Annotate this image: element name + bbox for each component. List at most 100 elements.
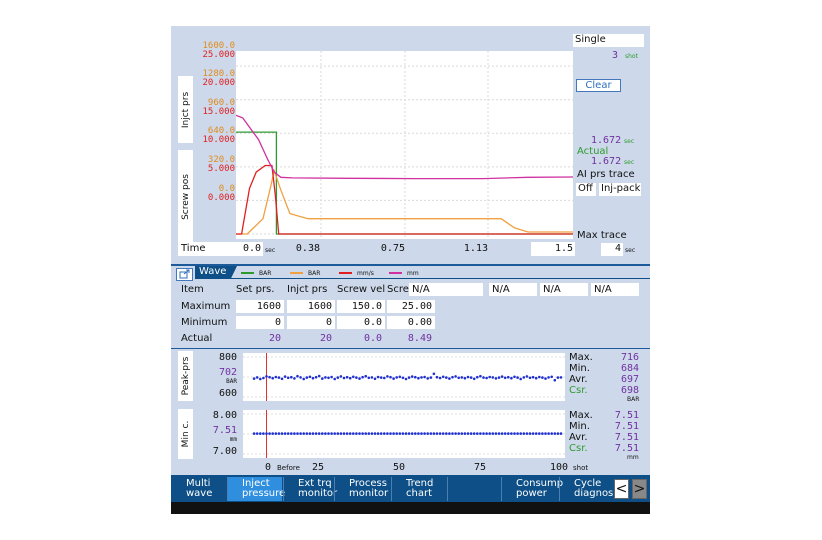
na-field-0[interactable]: N/A xyxy=(409,283,483,296)
peak-point xyxy=(547,376,550,379)
nav-tab-2[interactable]: Ext trq monitor xyxy=(284,477,337,501)
y-tick-orange-3: 640.0 xyxy=(207,126,235,136)
peak-point xyxy=(528,376,532,380)
minc-point xyxy=(395,432,398,435)
col-header-1: Set prs. xyxy=(236,284,275,295)
time2-value: 1.672 xyxy=(591,156,622,167)
nav-tab-6[interactable]: Consump power xyxy=(502,477,563,501)
time-end-box[interactable]: 1.5 xyxy=(531,242,575,256)
na-field-3[interactable]: N/A xyxy=(591,283,639,296)
minc-point xyxy=(491,432,495,435)
peak-point xyxy=(401,376,405,380)
trend-x-tick-1: 25 xyxy=(311,462,324,473)
inj-pack-label: Inj-pack xyxy=(601,183,641,194)
peak-point xyxy=(293,377,296,380)
nav-tab-4[interactable]: Trend chart xyxy=(392,477,446,501)
cell-2-3: 8.49 xyxy=(407,333,432,344)
peak-point xyxy=(466,375,470,379)
minc-stat-value-2: 7.51 xyxy=(614,432,639,443)
peak-point xyxy=(429,376,433,379)
cell-0-3[interactable]: 25.00 xyxy=(387,300,435,313)
peak-stat-label-3: Csr. xyxy=(569,385,588,396)
minc-point xyxy=(305,432,309,435)
inj-pack-button[interactable]: Inj-pack xyxy=(599,183,641,196)
time-tick-2: 1.13 xyxy=(463,243,488,254)
nav-tab-7[interactable]: Cycle diagnos xyxy=(560,477,614,501)
minc-point xyxy=(308,432,312,435)
trend-x-tick-3: 75 xyxy=(473,462,486,473)
nav-separator-2 xyxy=(334,477,335,501)
max-trace-box[interactable]: 4 xyxy=(601,243,623,256)
minc-point xyxy=(255,432,259,435)
minc-stat-value-1: 7.51 xyxy=(614,421,639,432)
nav-prev-button[interactable]: < xyxy=(614,479,629,499)
minc-point xyxy=(333,432,336,435)
nav-tab-1[interactable]: Inject pressure xyxy=(228,477,285,501)
peak-point xyxy=(302,377,305,381)
cell-0-2[interactable]: 150.0 xyxy=(337,300,385,313)
na-field-2[interactable]: N/A xyxy=(540,283,588,296)
peak-point xyxy=(345,375,349,379)
minc-stat-value-3: 7.51 xyxy=(614,443,639,454)
minc-point xyxy=(262,432,265,435)
cell-0-1[interactable]: 1600 xyxy=(287,300,335,313)
nav-tab-5[interactable] xyxy=(448,477,500,501)
peak-point xyxy=(283,375,287,378)
peak-point xyxy=(268,375,271,379)
time-start-box[interactable]: 0.0 xyxy=(207,242,263,256)
peak-point xyxy=(485,376,488,380)
minc-point xyxy=(485,432,488,435)
nav-separator-0 xyxy=(227,477,228,501)
cell-1-3[interactable]: 0.00 xyxy=(387,316,435,329)
nav-tab-7-line2: diagnos xyxy=(574,488,614,499)
ai-trace-off-button[interactable]: Off xyxy=(576,183,596,196)
inject-pressure-screen: Injct prs Screw pos 1600.0 1280.0 960.0 640… xyxy=(171,26,650,514)
minc-point xyxy=(538,432,541,435)
minc-point xyxy=(386,432,389,435)
minc-point xyxy=(432,432,436,435)
cell-1-0[interactable]: 0 xyxy=(236,316,284,329)
mode-box[interactable]: Single xyxy=(573,34,644,47)
peak-point xyxy=(491,376,495,379)
peak-y-mid-unit: BAR xyxy=(226,378,237,385)
time2-unit: sec xyxy=(624,159,635,166)
nav-tab-4-line1: Trend xyxy=(406,478,434,489)
cell-0-0[interactable]: 1600 xyxy=(236,300,284,313)
peak-point xyxy=(336,376,340,379)
minc-point xyxy=(290,432,293,435)
peak-prs-trend-chart[interactable] xyxy=(243,353,565,401)
clear-button[interactable]: Clear xyxy=(576,79,621,92)
peak-axis-label: Peak-prs xyxy=(178,351,193,401)
wave-chart[interactable] xyxy=(236,51,573,239)
peak-stat-value-1: 684 xyxy=(620,363,639,374)
before-label: Before xyxy=(277,464,300,472)
minc-point xyxy=(488,432,491,435)
peak-point xyxy=(317,374,321,378)
minc-point xyxy=(352,432,355,435)
y-tick-red-4: 5.000 xyxy=(207,164,235,174)
peak-point xyxy=(457,376,460,380)
peak-point xyxy=(534,376,538,380)
peak-stat-value-2: 697 xyxy=(620,374,639,385)
actual-label: Actual xyxy=(577,146,609,157)
nav-tab-3[interactable]: Process monitor xyxy=(335,477,390,501)
chevron-right-icon: > xyxy=(633,481,646,497)
wave-tab[interactable]: Wave xyxy=(195,266,237,279)
na-field-1[interactable]: N/A xyxy=(489,283,537,296)
minc-point xyxy=(283,432,287,435)
peak-point xyxy=(398,375,402,379)
peak-point xyxy=(556,376,560,379)
cell-1-1[interactable]: 0 xyxy=(287,316,335,329)
nav-tab-0[interactable]: Multi wave xyxy=(172,477,226,501)
min-c-trend-chart[interactable] xyxy=(243,410,565,458)
minc-point xyxy=(311,432,315,435)
nav-next-button[interactable]: > xyxy=(632,479,647,499)
minc-point xyxy=(410,432,414,435)
minc-point xyxy=(438,432,442,435)
cell-1-2[interactable]: 0.0 xyxy=(337,316,385,329)
popout-button[interactable] xyxy=(176,268,193,281)
minc-point xyxy=(435,432,439,435)
minc-point xyxy=(407,432,411,435)
legend-swatch-0 xyxy=(241,272,254,274)
peak-point xyxy=(488,375,491,379)
